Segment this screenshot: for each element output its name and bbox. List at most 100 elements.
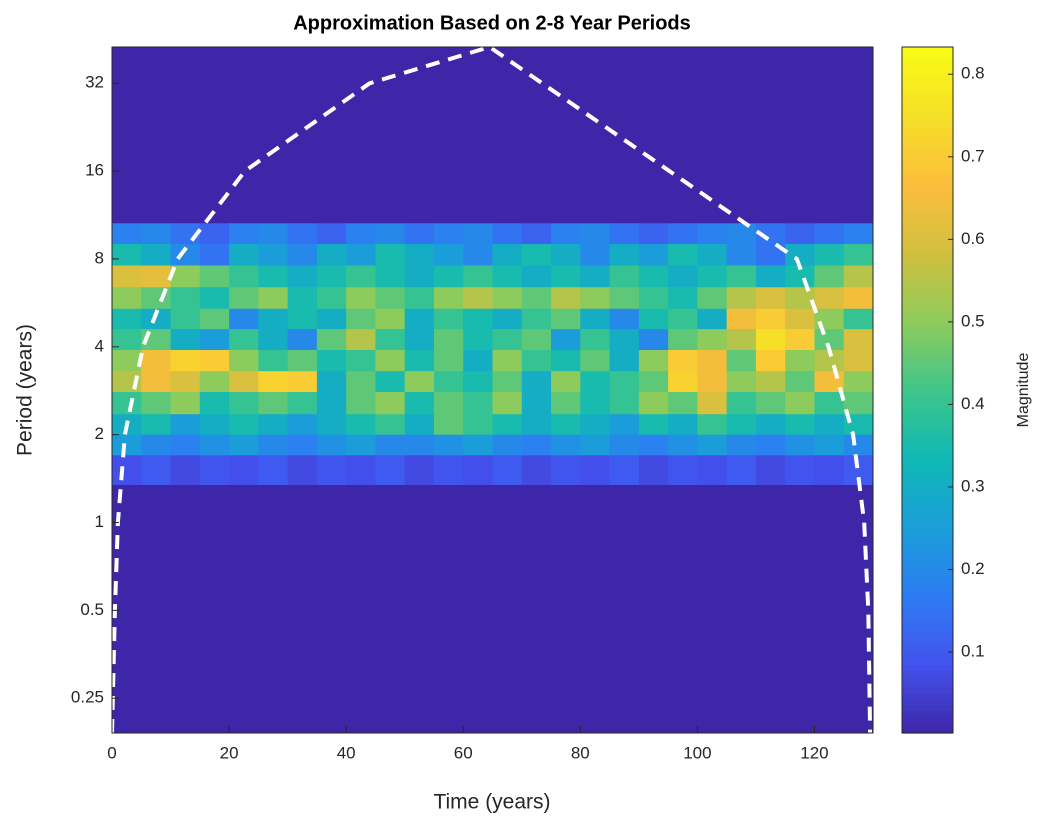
colorbar-swatch xyxy=(902,578,953,585)
colorbar-swatch xyxy=(902,698,953,706)
y-tick-label: 16 xyxy=(85,161,104,180)
heatmap-cell xyxy=(638,329,669,351)
heatmap-cell xyxy=(492,223,523,245)
colorbar-swatch xyxy=(902,538,953,545)
colorbar-swatch xyxy=(902,138,953,145)
heatmap-cell xyxy=(170,329,201,351)
heatmap-cell xyxy=(843,414,874,436)
colorbar-swatch xyxy=(902,401,953,408)
heatmap-cell xyxy=(521,371,552,393)
colorbar-swatch xyxy=(902,452,953,460)
heatmap-cell xyxy=(843,329,874,351)
heatmap-cell xyxy=(229,434,259,456)
heatmap-cell xyxy=(609,350,640,372)
colorbar-tick-label: 0.2 xyxy=(961,559,985,578)
heatmap-cell xyxy=(814,392,845,415)
colorbar-swatch xyxy=(902,607,953,614)
heatmap-cell xyxy=(199,434,230,456)
heatmap-cell xyxy=(638,392,669,415)
colorbar-swatch xyxy=(902,464,953,471)
heatmap-cell xyxy=(433,244,464,266)
colorbar-swatch xyxy=(902,704,953,711)
heatmap-cell xyxy=(433,223,464,245)
heatmap-cell xyxy=(638,223,669,245)
heatmap-cell xyxy=(755,244,786,266)
heatmap-cell xyxy=(258,287,289,310)
colorbar-swatch xyxy=(902,367,953,374)
heatmap-cell xyxy=(229,308,259,330)
heatmap-cell xyxy=(638,414,669,436)
x-tick-label: 20 xyxy=(220,743,239,762)
heatmap-cell xyxy=(404,434,435,456)
heatmap-cell xyxy=(258,371,289,393)
heatmap-cell xyxy=(843,265,874,288)
colorbar-swatch xyxy=(902,458,953,465)
colorbar-swatch xyxy=(902,252,953,260)
heatmap-cell xyxy=(492,350,523,372)
heatmap-cell xyxy=(755,350,786,372)
heatmap-cell xyxy=(258,308,289,330)
heatmap-cell xyxy=(726,350,757,372)
colorbar-swatch xyxy=(902,601,953,608)
heatmap-cell xyxy=(404,265,435,288)
heatmap-cell xyxy=(258,455,289,485)
heatmap-cell xyxy=(697,392,728,415)
colorbar-swatch xyxy=(902,292,953,300)
colorbar-swatch xyxy=(902,692,953,700)
cone-of-influence xyxy=(110,44,873,734)
colorbar-swatch xyxy=(902,612,953,620)
colorbar-swatch xyxy=(902,715,953,723)
heatmap-cell xyxy=(521,329,552,351)
colorbar-swatch xyxy=(902,384,953,391)
colorbar-swatch xyxy=(902,418,953,425)
heatmap-cell xyxy=(697,455,728,485)
heatmap-cell xyxy=(609,308,640,330)
heatmap-cell xyxy=(492,414,523,436)
heatmap-cell xyxy=(521,414,552,436)
heatmap-cell xyxy=(199,392,230,415)
colorbar-swatch xyxy=(902,710,953,717)
heatmap-cell xyxy=(580,265,611,288)
colorbar-swatch xyxy=(902,201,953,208)
heatmap-cell xyxy=(521,350,552,372)
colorbar-swatch xyxy=(902,281,953,288)
heatmap-cell xyxy=(316,308,347,330)
colorbar-swatch xyxy=(902,275,953,282)
heatmap-cell xyxy=(785,434,815,456)
colorbar-swatch xyxy=(902,321,953,328)
colorbar-swatch xyxy=(902,58,953,65)
heatmap-cell xyxy=(814,244,845,266)
colorbar-tick-label: 0.1 xyxy=(961,642,985,661)
colorbar-swatch xyxy=(902,75,953,82)
heatmap-cell xyxy=(433,329,464,351)
heatmap-cell xyxy=(492,244,523,266)
heatmap-cell xyxy=(229,329,259,351)
heatmap-cell xyxy=(580,434,611,456)
x-axis-label: Time (years) xyxy=(433,791,550,814)
heatmap-cell xyxy=(755,308,786,330)
heatmap-cell xyxy=(843,287,874,310)
heatmap-cell xyxy=(580,350,611,372)
heatmap-cell xyxy=(726,244,757,266)
colorbar-swatch xyxy=(902,652,953,660)
heatmap-cell xyxy=(551,223,581,245)
heatmap-cell xyxy=(785,308,815,330)
colorbar-swatch xyxy=(902,658,953,665)
heatmap-cell xyxy=(580,371,611,393)
heatmap-cell xyxy=(170,350,201,372)
colorbar-swatch xyxy=(902,521,953,528)
heatmap-cell xyxy=(170,244,201,266)
heatmap-cell xyxy=(785,244,815,266)
heatmap-cell xyxy=(463,244,493,266)
heatmap-cell xyxy=(463,350,493,372)
heatmap-cell xyxy=(199,329,230,351)
heatmap-cell xyxy=(551,329,581,351)
heatmap-cell xyxy=(668,244,698,266)
heatmap-cell xyxy=(112,265,142,288)
colorbar-swatch xyxy=(902,269,953,277)
heatmap-cell xyxy=(843,244,874,266)
colorbar-swatch xyxy=(902,630,953,637)
heatmap-cell xyxy=(287,265,318,288)
colorbar-swatch xyxy=(902,498,953,505)
